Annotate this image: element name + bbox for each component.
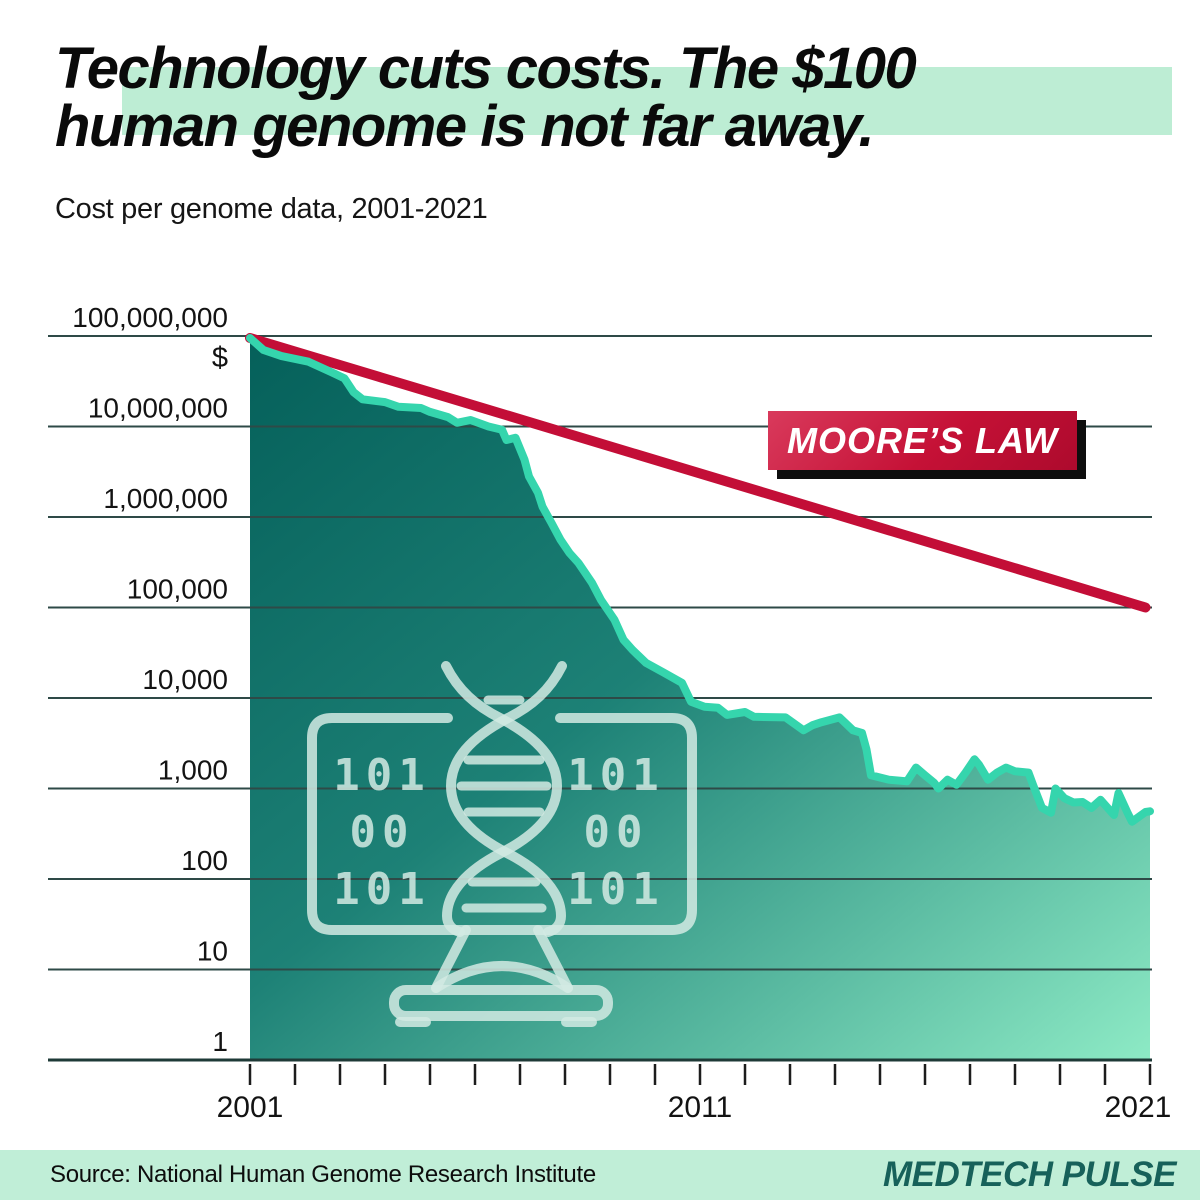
gridlines xyxy=(48,335,1152,1062)
dna-computer-icon: 101 00 101 101 00 101 xyxy=(307,661,697,1027)
dna-strand xyxy=(446,661,567,937)
cost-line xyxy=(246,334,1154,826)
monitor-stand-arc xyxy=(431,961,573,993)
medtech-pulse-logo: MEDTECH PULSE xyxy=(883,1155,1176,1194)
monitor-frame xyxy=(307,713,697,935)
y-axis-unit: $ xyxy=(212,342,228,374)
monitor-stand xyxy=(533,925,573,993)
moores-law-line-layer xyxy=(245,333,1151,613)
dna-strand xyxy=(441,661,562,937)
monitor-stand xyxy=(431,925,471,993)
y-tick-label: 1,000,000 xyxy=(103,483,228,514)
title-highlight xyxy=(122,67,1172,135)
source-credit: Source: National Human Genome Research I… xyxy=(50,1161,596,1188)
moores-law-line xyxy=(245,333,1151,613)
y-tick-label: 100,000 xyxy=(127,574,228,605)
title-line-2: human genome is not far away. xyxy=(55,94,875,159)
binary-row: 00 xyxy=(584,807,649,858)
x-tick-label: 2011 xyxy=(668,1091,733,1124)
moores-law-label: MOORE’S LAW xyxy=(787,419,1058,461)
y-tick-label: 10 xyxy=(197,936,228,967)
binary-row: 101 xyxy=(333,864,430,915)
footer-bar: Source: National Human Genome Research I… xyxy=(0,1150,1200,1200)
subtitle: Cost per genome data, 2001-2021 xyxy=(55,193,488,225)
y-tick-label: 100 xyxy=(181,845,228,876)
page-title: Technology cuts costs. The $100 human gen… xyxy=(55,40,917,159)
monitor-base xyxy=(389,985,613,1021)
axes: 1101001,00010,000100,0001,000,00010,000,… xyxy=(72,302,1171,1124)
binary-row: 101 xyxy=(333,750,430,801)
binary-digits: 101 00 101 101 00 101 xyxy=(333,750,664,915)
x-tick-label: 2021 xyxy=(1105,1091,1172,1124)
binary-row: 00 xyxy=(350,807,415,858)
binary-row: 101 xyxy=(567,864,664,915)
binary-row: 101 xyxy=(567,750,664,801)
y-tick-label: 100,000,000 xyxy=(72,302,228,333)
y-tick-label: 1 xyxy=(212,1026,228,1057)
cost-curve-layer xyxy=(246,334,1154,826)
title-line-1: Technology cuts costs. The $100 xyxy=(55,36,917,101)
y-tick-label: 1,000 xyxy=(158,755,228,786)
y-tick-label: 10,000 xyxy=(142,664,228,695)
moores-law-badge: MOORE’S LAW xyxy=(768,411,1077,470)
x-tick-label: 2001 xyxy=(217,1091,284,1124)
y-tick-label: 10,000,000 xyxy=(88,393,228,424)
dna-rungs xyxy=(456,695,552,913)
